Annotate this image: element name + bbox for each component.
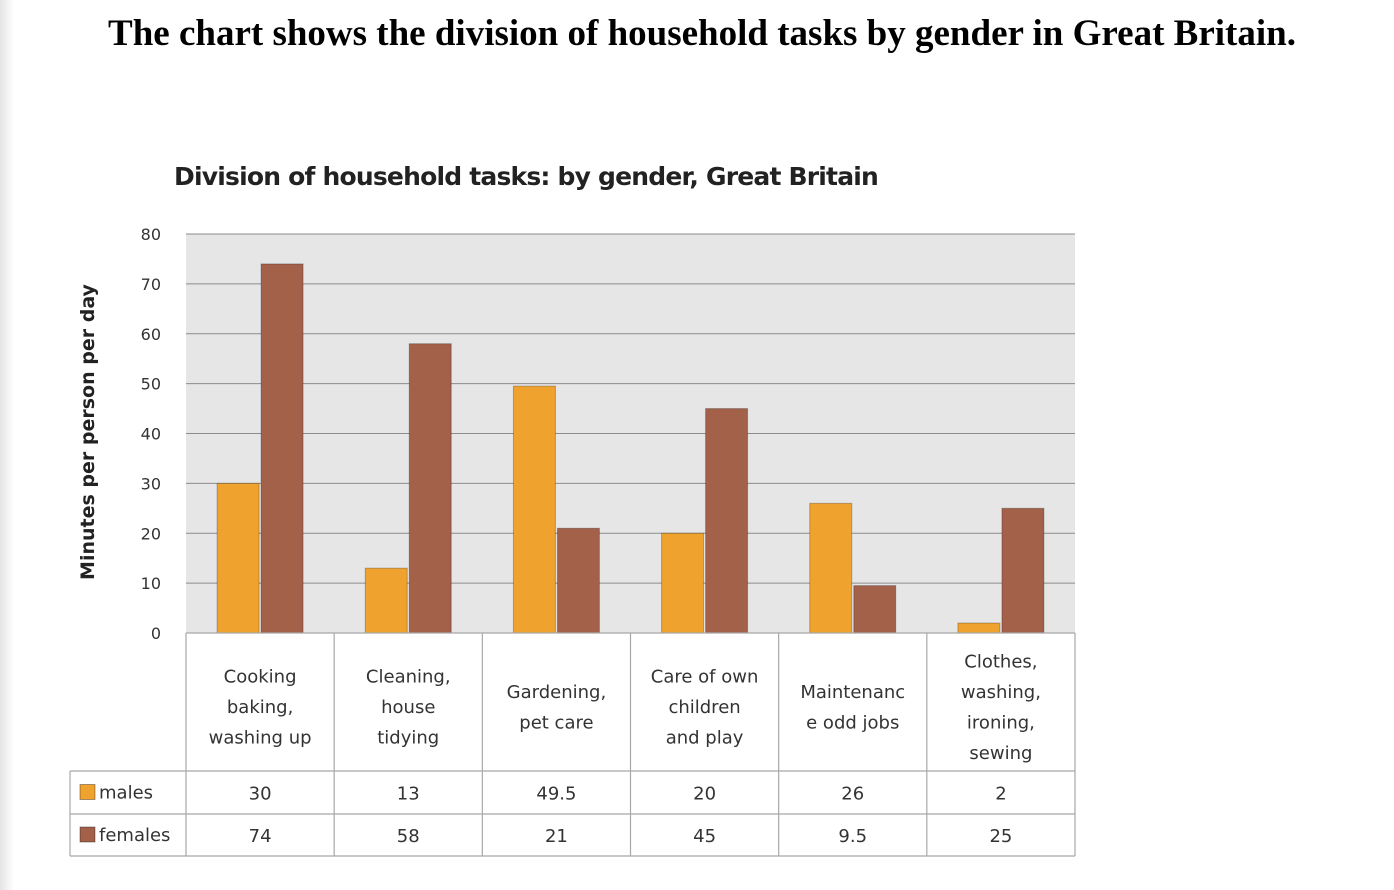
bar-females <box>705 408 749 634</box>
legend-swatch-males <box>79 784 96 800</box>
bar-males <box>957 622 1001 634</box>
data-table-cell: 26 <box>841 784 864 805</box>
x-category-label: Cooking baking, washing up <box>209 667 312 749</box>
data-table-cell: 74 <box>249 826 272 847</box>
bar-males <box>216 482 260 634</box>
data-table-cell: 45 <box>693 826 716 847</box>
bar-females <box>260 263 304 634</box>
legend-label-females: females <box>99 825 170 846</box>
y-tick-label: 40 <box>141 425 161 444</box>
y-tick-label: 20 <box>141 524 161 543</box>
bar-females <box>1001 507 1045 634</box>
data-table-cell: 49.5 <box>536 784 576 805</box>
x-category-label: Clothes, washing, ironing, sewing <box>961 651 1041 764</box>
legend-label-males: males <box>99 783 153 804</box>
y-tick-label: 80 <box>141 225 161 244</box>
data-table-cell: 58 <box>397 826 420 847</box>
bar-females <box>853 585 897 634</box>
bar-males <box>512 385 556 634</box>
bar-females <box>556 527 600 634</box>
legend-swatch-females <box>79 826 96 843</box>
bar-females <box>408 343 452 634</box>
data-table-cell: 20 <box>693 784 716 805</box>
chart-title: Division of household tasks: by gender, … <box>174 162 879 191</box>
y-tick-label: 50 <box>141 375 161 394</box>
y-tick-label: 30 <box>141 474 161 493</box>
page-heading: The chart shows the division of househol… <box>108 13 1296 54</box>
y-tick-label: 70 <box>141 275 161 294</box>
data-table-cell: 25 <box>989 826 1012 847</box>
x-category-label: Cleaning, house tidying <box>366 667 451 749</box>
page-left-shadow <box>0 0 14 890</box>
data-table-cell: 21 <box>545 826 568 847</box>
x-category-label: Care of own children and play <box>651 667 759 749</box>
bar-males <box>364 567 408 634</box>
data-table-cell: 30 <box>249 784 272 805</box>
bar-males <box>809 502 853 634</box>
y-tick-label: 60 <box>141 325 161 344</box>
data-table-cell: 2 <box>995 784 1006 805</box>
data-table-cell: 13 <box>397 784 420 805</box>
x-category-label: Gardening, pet care <box>507 682 607 734</box>
y-tick-label: 10 <box>141 574 161 593</box>
bar-males <box>661 532 705 634</box>
x-category-label: Maintenanc e odd jobs <box>800 682 905 734</box>
y-tick-label: 0 <box>151 624 161 643</box>
data-table-cell: 9.5 <box>838 826 867 847</box>
